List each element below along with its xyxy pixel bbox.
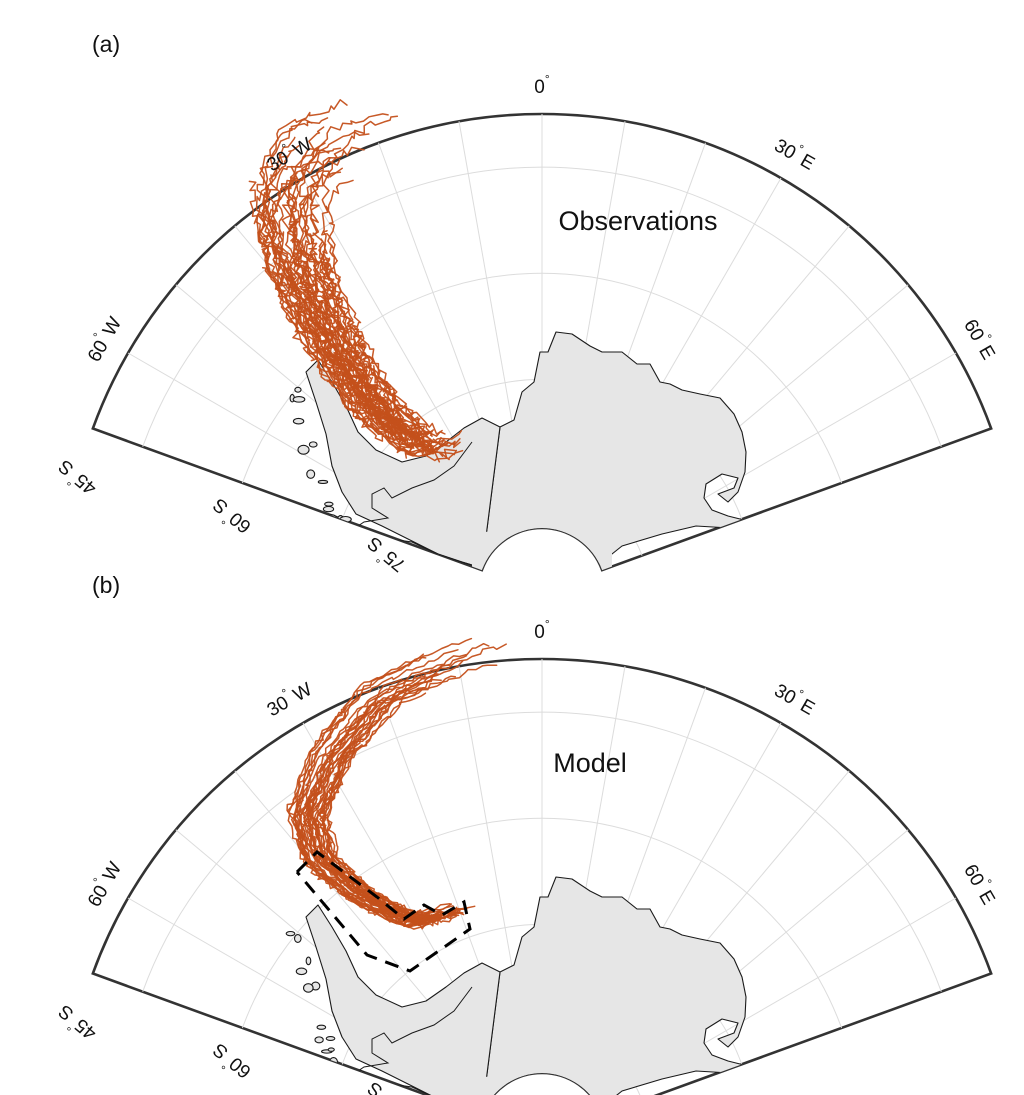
parallel-tick-label: 45°S	[52, 1000, 101, 1047]
island	[316, 1024, 327, 1030]
polar-ice-cap	[472, 528, 612, 571]
track-line	[286, 176, 455, 448]
track-line	[291, 255, 407, 443]
track-line	[310, 642, 490, 919]
island	[295, 967, 308, 976]
track-line	[261, 266, 439, 458]
island	[325, 1036, 336, 1042]
parallel-line	[142, 166, 942, 447]
polar-ice-cap	[472, 1073, 612, 1095]
meridian-tick-label: 30°E	[771, 131, 821, 175]
track-line	[267, 214, 442, 449]
track-line	[309, 747, 458, 925]
panel-b: 60°W30°W0°30°E60°E45°S60°S75°S (b) Model	[52, 572, 1003, 1095]
parallel-line	[241, 272, 843, 484]
track-line	[325, 179, 432, 440]
island	[293, 933, 302, 943]
island	[285, 930, 296, 937]
meridian-tick-label: 60°E	[959, 859, 1003, 909]
track-line	[289, 126, 407, 423]
meridian-tick-label: 0°	[534, 617, 550, 643]
panel-label: (b)	[92, 572, 120, 598]
track-line	[286, 693, 418, 921]
meridian-tick-label: 30°W	[261, 675, 315, 721]
meridian-tick-label: 60°E	[959, 314, 1003, 364]
island	[324, 501, 334, 507]
panel-label: (a)	[92, 31, 120, 57]
island	[305, 956, 312, 966]
track-line	[316, 746, 460, 924]
track-line	[321, 115, 443, 435]
parallel-line	[241, 817, 843, 1029]
panel-title: Model	[553, 748, 627, 778]
ice-shelf-edge	[351, 986, 483, 1095]
panel-title: Observations	[558, 206, 717, 236]
region-box-outline	[295, 850, 472, 973]
parallel-tick-label: 45°S	[52, 455, 101, 502]
island	[297, 444, 310, 455]
east-antarctica	[481, 876, 765, 1095]
island	[327, 1047, 335, 1052]
track-line	[248, 180, 433, 442]
iceberg-tracks	[248, 99, 464, 463]
panel-a: 60°W30°W0°30°E60°E45°S60°S75°S (a) Obser…	[52, 31, 1003, 576]
track-line	[318, 643, 507, 921]
track-line	[264, 118, 446, 443]
meridian-tick-label: 0°	[534, 72, 550, 98]
island	[322, 505, 335, 513]
island	[306, 469, 316, 479]
ice-shelf-edge	[351, 441, 483, 569]
meridian-tick-label: 30°E	[771, 676, 821, 720]
track-line	[308, 247, 416, 437]
meridian-tick-label: 60°W	[80, 311, 126, 365]
island	[314, 1036, 324, 1044]
track-line	[287, 653, 433, 918]
parallel-tick-label: 60°S	[206, 494, 255, 541]
island	[294, 386, 302, 393]
track-line	[301, 678, 442, 928]
region-box	[295, 850, 472, 973]
track-line	[297, 688, 424, 929]
island	[317, 479, 329, 485]
track-line	[264, 145, 415, 449]
island	[292, 396, 306, 403]
track-line	[289, 252, 425, 454]
parallel-line	[142, 711, 942, 992]
parallel-tick-label: 60°S	[206, 1039, 255, 1086]
antarctic-peninsula	[305, 904, 501, 1095]
meridian-tick-label: 60°W	[80, 856, 126, 910]
island	[308, 441, 318, 448]
island	[292, 417, 305, 425]
island	[332, 1062, 338, 1070]
island	[302, 983, 314, 993]
